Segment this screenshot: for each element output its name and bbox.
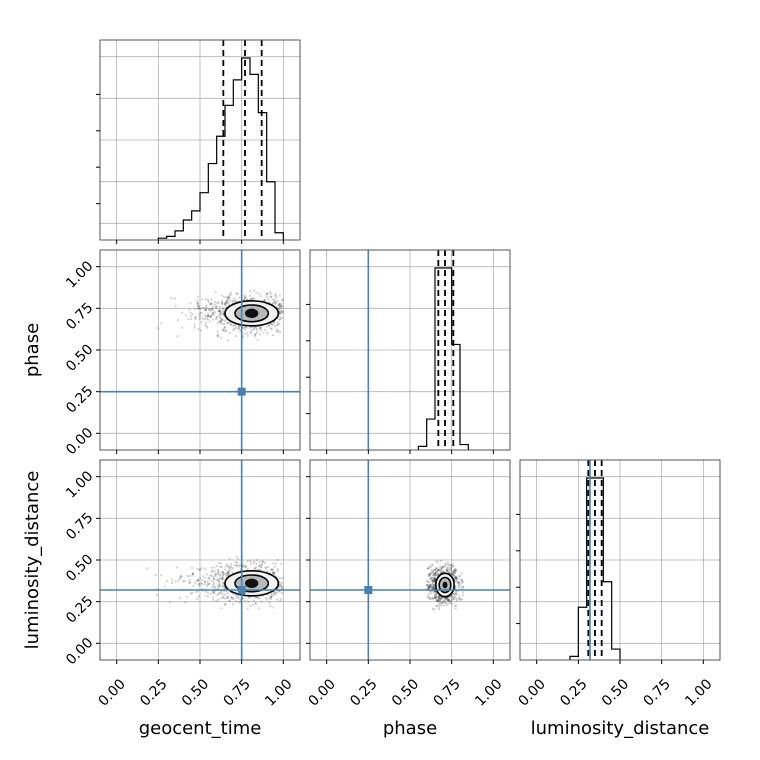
histogram-steps (157, 57, 284, 240)
truth-marker (237, 586, 246, 594)
contour-level-core (442, 581, 448, 589)
panel-contour-geocent_time-luminosity_distance: 0.000.250.500.751.000.00 0.25 0.50 0.75 1.00 (63, 459, 301, 710)
y-tick-label: 0.00 (63, 635, 96, 668)
contour-level-core (245, 308, 259, 319)
y-tick-label: 0.00 (63, 425, 96, 458)
panel-contour-phase-luminosity_distance: 0.00 0.25 0.50 0.75 1.00 (306, 459, 511, 710)
y-tick-label: 1.00 (63, 468, 96, 501)
x-tick-label: 0.75 (221, 676, 254, 709)
panel-hist-geocent_time (96, 39, 301, 244)
panel-hist-phase (306, 249, 511, 454)
x-tick-label: 0.50 (599, 676, 632, 709)
panel-contour-geocent_time-phase: 0.00 0.25 0.50 0.75 1.00 (63, 249, 301, 458)
x-tick-label: 0.25 (557, 676, 590, 709)
contour-level-core (245, 578, 259, 588)
y-tick-label: 0.50 (63, 342, 96, 375)
ylabel-phase: phase (22, 323, 43, 377)
x-tick-label: 0.75 (431, 676, 464, 709)
y-tick-label: 0.25 (63, 593, 96, 626)
y-tick-label: 0.25 (63, 383, 96, 416)
histogram-steps (417, 267, 469, 450)
y-tick-label: 0.75 (63, 510, 96, 543)
ylabel-luminosity-distance: luminosity_distance (22, 471, 43, 650)
x-tick-label: 1.00 (472, 676, 505, 709)
x-tick-label: 0.00 (516, 676, 549, 709)
y-tick-label: 0.50 (63, 552, 96, 585)
truth-marker (364, 586, 373, 594)
y-tick-label: 1.00 (63, 258, 96, 291)
panel-hist-luminosity_distance: 0.00 0.25 0.50 0.75 1.00 (516, 459, 721, 710)
histogram-steps (569, 477, 621, 660)
x-tick-label: 1.00 (682, 676, 715, 709)
x-tick-label: 0.75 (641, 676, 674, 709)
xlabel-phase: phase (383, 718, 437, 739)
x-tick-label: 0.50 (389, 676, 422, 709)
x-tick-label: 1.00 (262, 676, 295, 709)
x-tick-label: 0.25 (137, 676, 170, 709)
truth-marker (237, 387, 246, 396)
x-tick-label: 0.00 (96, 676, 129, 709)
x-tick-label: 0.00 (306, 676, 339, 709)
xlabel-luminosity-distance: luminosity_distance (531, 718, 710, 739)
x-tick-label: 0.50 (179, 676, 212, 709)
xlabel-geocent-time: geocent_time (139, 718, 262, 739)
x-tick-label: 0.25 (347, 676, 380, 709)
y-tick-label: 0.75 (63, 300, 96, 333)
